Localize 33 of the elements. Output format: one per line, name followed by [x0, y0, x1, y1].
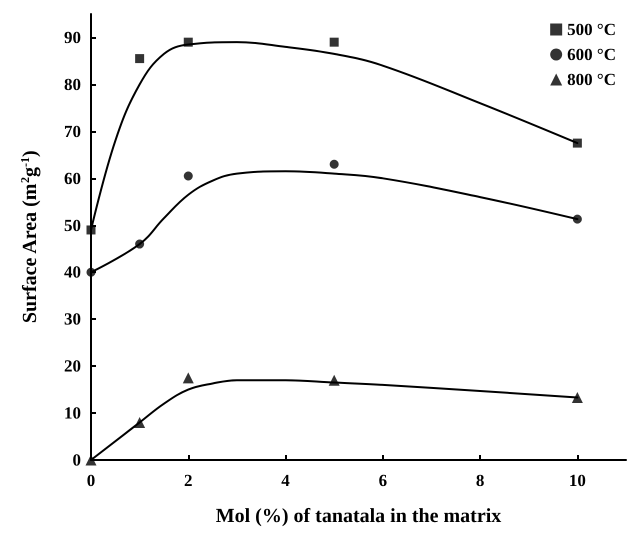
y-tick-label: 10	[64, 404, 81, 423]
legend-label: 500 °C	[567, 20, 616, 39]
point	[330, 38, 339, 47]
y-tick-label: 90	[64, 28, 81, 47]
point	[328, 374, 340, 386]
point	[135, 54, 144, 64]
point	[572, 214, 582, 224]
y-tick-label: 80	[64, 74, 81, 94]
legend-label: 600 °C	[567, 45, 616, 64]
x-tick-label: 4	[281, 471, 290, 490]
point	[134, 416, 146, 428]
y-tick-label: 20	[64, 356, 81, 376]
x-tick-label: 2	[184, 471, 193, 490]
x-tick-label: 10	[568, 471, 586, 490]
y-tick-label: 60	[64, 168, 81, 188]
point	[184, 38, 193, 47]
y-axis-title: Surface Area (m2g-1)	[18, 150, 41, 324]
point	[572, 392, 583, 404]
point	[184, 171, 193, 180]
y-tick-label: 70	[64, 122, 81, 141]
x-tick-label: 0	[86, 471, 96, 490]
x-axis-title: Mol (%) of tanatala in the matrix	[216, 505, 502, 527]
point	[182, 372, 194, 384]
y-tick-label: 50	[64, 216, 81, 235]
y-tick-label: 40	[64, 262, 81, 282]
y-tick-label: 30	[64, 310, 81, 329]
legend-label: 800 °C	[567, 70, 616, 89]
y-tick-label: 0	[72, 450, 81, 470]
x-tick-label: 8	[476, 471, 484, 490]
point	[330, 160, 339, 169]
point	[135, 240, 144, 249]
point	[572, 138, 582, 148]
x-tick-label: 6	[378, 471, 388, 490]
